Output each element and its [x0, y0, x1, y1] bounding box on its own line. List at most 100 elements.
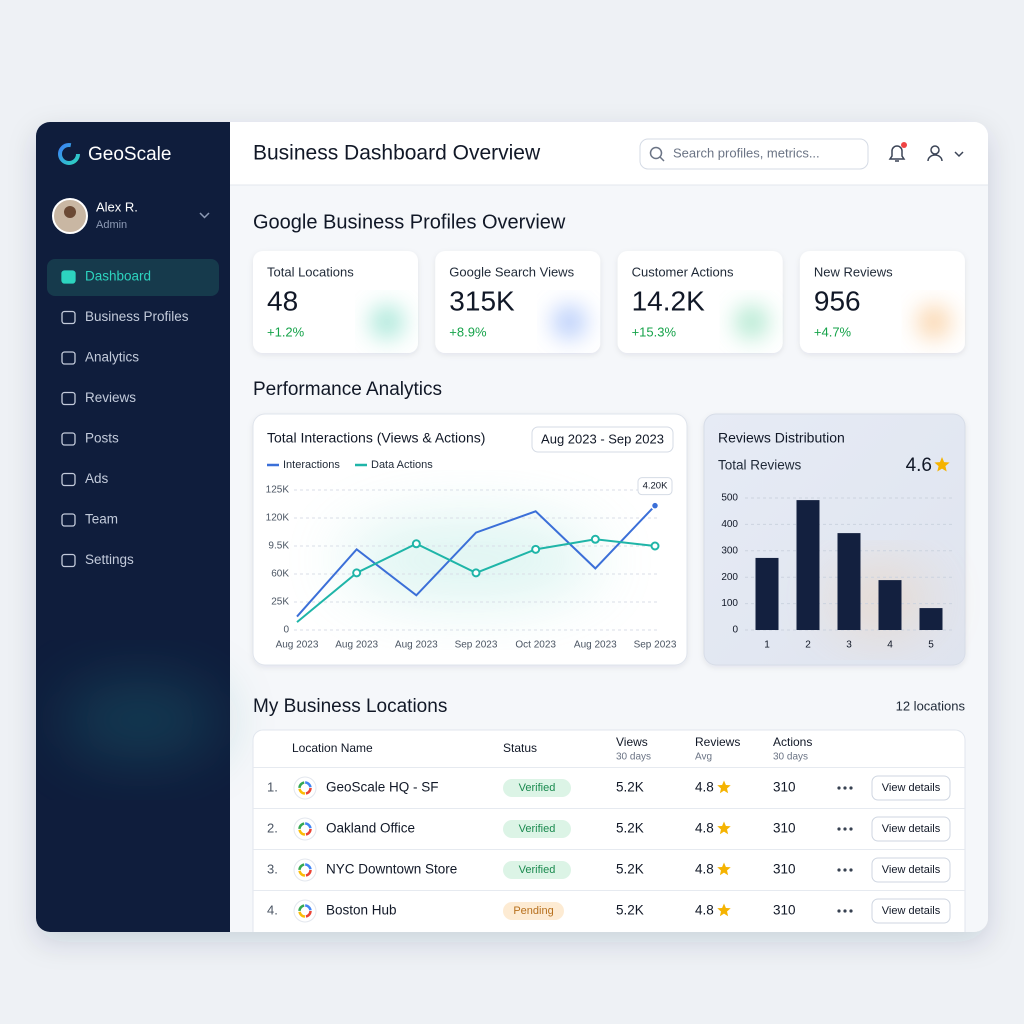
sidebar: [36, 122, 230, 932]
review-star: [717, 903, 731, 917]
location-name[interactable]: Boston Hub: [326, 903, 397, 918]
y-tick-label: 60K: [271, 569, 289, 580]
y-tick-label: 0: [732, 625, 738, 636]
more-menu-dot[interactable]: [849, 868, 853, 872]
row-index: 3.: [267, 861, 278, 876]
kpi-value: 956: [814, 285, 861, 316]
chart-subtitle: Total Reviews: [718, 458, 802, 473]
view-details-button[interactable]: [871, 898, 951, 924]
actions-value: 310: [773, 862, 796, 877]
location-name[interactable]: NYC Downtown Store: [326, 862, 457, 877]
google-icon-arc: [298, 863, 312, 877]
more-menu-dot[interactable]: [837, 868, 841, 872]
date-range-button[interactable]: [531, 426, 674, 453]
search-box[interactable]: [639, 138, 869, 170]
bar: [796, 500, 820, 630]
location-name[interactable]: Oakland Office: [326, 821, 415, 836]
user-name: Alex R.: [96, 199, 138, 214]
kpi-change: +4.7%: [814, 324, 852, 339]
bar: [837, 533, 861, 630]
view-details-label[interactable]: View details: [882, 864, 941, 876]
annotation-label: 4.20K: [643, 481, 668, 492]
kpi-value: 14.2K: [632, 285, 705, 316]
nav-icon: [61, 270, 76, 284]
status-pill: [503, 820, 571, 838]
status-label: Pending: [513, 905, 553, 917]
google-icon-bg: [293, 776, 317, 800]
nav-icon: [61, 513, 76, 527]
status-label: Verified: [519, 823, 556, 835]
kpi-glow: [553, 306, 586, 338]
view-details-label[interactable]: View details: [882, 823, 941, 835]
legend-label: Data Actions: [371, 459, 433, 471]
more-menu-dot[interactable]: [837, 827, 841, 831]
more-menu-dot[interactable]: [837, 786, 841, 790]
account-icon[interactable]: [930, 145, 940, 155]
nav-icon: [61, 310, 76, 325]
nav-item[interactable]: Dashboard: [85, 269, 151, 284]
more-menu-dot[interactable]: [849, 827, 853, 831]
series-point: [471, 568, 481, 578]
views-value: 5.2K: [616, 780, 644, 795]
notifications-bell[interactable]: [888, 145, 906, 162]
view-details-label[interactable]: View details: [882, 905, 941, 917]
kpi-change: +1.2%: [267, 324, 305, 339]
nav-item[interactable]: Team: [85, 512, 118, 527]
avatar-head: [64, 206, 76, 218]
view-details-button[interactable]: [871, 857, 951, 883]
more-menu-dot[interactable]: [837, 909, 841, 913]
google-icon-arc: [298, 904, 312, 918]
series-point: [650, 541, 660, 551]
nav-item[interactable]: Business Profiles: [85, 309, 189, 324]
column-header: Actions: [773, 735, 812, 749]
chart-title: Reviews Distribution: [718, 430, 845, 446]
y-tick-label: 500: [721, 493, 738, 504]
location-count: 12 locations: [896, 698, 966, 713]
status-pill: [503, 779, 571, 797]
x-tick-label: 1: [764, 640, 770, 651]
user-menu-chevron[interactable]: [199, 212, 210, 219]
more-menu-dot[interactable]: [843, 909, 847, 913]
x-tick-label: Sep 2023: [634, 640, 677, 651]
section-title: My Business Locations: [253, 696, 447, 717]
view-details-label[interactable]: View details: [882, 782, 941, 794]
date-range-label[interactable]: Aug 2023 - Sep 2023: [541, 431, 664, 446]
chart-title: Total Interactions (Views & Actions): [267, 430, 485, 446]
nav-item[interactable]: Reviews: [85, 390, 136, 405]
account-chevron[interactable]: [954, 151, 964, 158]
more-menu-dot[interactable]: [849, 909, 853, 913]
status-label: Verified: [519, 864, 556, 876]
actions-value: 310: [773, 903, 796, 918]
bar: [919, 608, 943, 630]
nav-item[interactable]: Settings: [85, 552, 134, 567]
status-label: Verified: [519, 782, 556, 794]
kpi-change: +15.3%: [632, 324, 677, 339]
more-menu-dot[interactable]: [843, 786, 847, 790]
view-details-button[interactable]: [871, 816, 951, 842]
nav-item[interactable]: Ads: [85, 471, 109, 486]
kpi-change: +8.9%: [449, 324, 487, 339]
nav-item[interactable]: Posts: [85, 431, 119, 446]
bar: [755, 557, 779, 630]
rating-value: 4.6: [906, 455, 932, 476]
nav-item-active-bg: [47, 259, 219, 296]
x-tick-label: Aug 2023: [574, 640, 617, 651]
brand-logo: [58, 143, 80, 165]
google-icon-arc: [298, 822, 312, 836]
more-menu-dot[interactable]: [843, 827, 847, 831]
more-menu-dot[interactable]: [843, 868, 847, 872]
rating-star: [934, 457, 950, 472]
google-icon-bg: [293, 817, 317, 841]
review-star: [717, 780, 731, 794]
column-header: Views: [616, 735, 648, 749]
y-tick-label: 0: [283, 625, 289, 636]
notification-dot: [901, 142, 907, 148]
view-details-button[interactable]: [871, 775, 951, 801]
location-name[interactable]: GeoScale HQ - SF: [326, 780, 439, 795]
y-tick-label: 400: [721, 519, 738, 530]
more-menu-dot[interactable]: [849, 786, 853, 790]
search-placeholder: Search profiles, metrics...: [673, 145, 820, 160]
nav-item[interactable]: Analytics: [85, 350, 139, 365]
kpi-value: 48: [267, 285, 298, 316]
google-icon-bg: [293, 899, 317, 923]
